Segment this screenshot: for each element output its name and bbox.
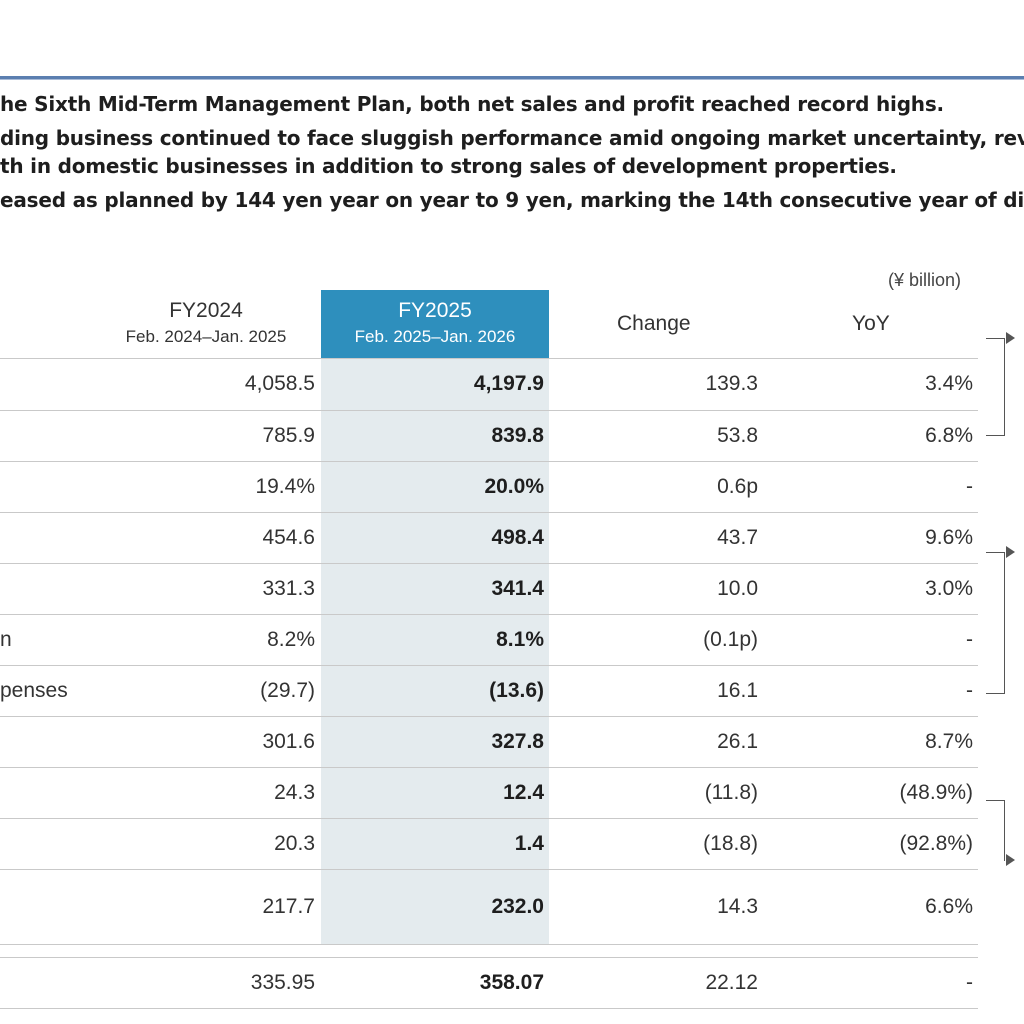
table-row: 217.7 232.0 14.3 6.6% — [0, 870, 978, 944]
fy2025-value: 4,197.9 — [473, 372, 544, 395]
table-header-divider — [0, 358, 978, 359]
table-row: 335.95 358.07 22.12 - — [0, 958, 978, 1008]
change-value: 43.7 — [717, 526, 758, 549]
change-value: (0.1p) — [703, 628, 758, 651]
row-divider — [0, 563, 978, 564]
table-row: n 8.2% 8.1% (0.1p) - — [0, 615, 978, 665]
summary-line-1: he Sixth Mid-Term Management Plan, both … — [0, 92, 944, 116]
yoy-value: 9.6% — [925, 526, 973, 549]
row-divider — [0, 512, 978, 513]
table-row: 4,058.5 4,197.9 139.3 3.4% — [0, 359, 978, 410]
row-divider — [0, 944, 978, 945]
header-divider — [0, 76, 1024, 80]
fy2025-year: FY2025 — [398, 299, 472, 322]
yoy-value: 3.0% — [925, 577, 973, 600]
fy2025-header-band — [321, 290, 549, 358]
arrow-right-icon — [1006, 854, 1015, 866]
fy2024-value: 454.6 — [262, 526, 315, 549]
yoy-value: 6.8% — [925, 424, 973, 447]
fy2024-value: 4,058.5 — [244, 372, 315, 395]
fy2025-value: 327.8 — [491, 730, 544, 753]
table-row: penses (29.7) (13.6) 16.1 - — [0, 666, 978, 716]
fy2024-value: 19.4% — [255, 475, 315, 498]
bracket-connector — [986, 800, 1005, 861]
change-value: 139.3 — [705, 372, 758, 395]
fy2024-period: Feb. 2024–Jan. 2025 — [125, 327, 287, 346]
row-divider — [0, 410, 978, 411]
row-divider — [0, 614, 978, 615]
summary-line-2: ding business continued to face sluggish… — [0, 126, 1024, 150]
fy2025-value: 839.8 — [491, 424, 544, 447]
fy2024-value: 301.6 — [262, 730, 315, 753]
change-header: Change — [617, 312, 691, 335]
change-value: 53.8 — [717, 424, 758, 447]
fy2025-header: FY2025 Feb. 2025–Jan. 2026 — [321, 299, 549, 347]
yoy-value: 8.7% — [925, 730, 973, 753]
summary-line-4: eased as planned by 144 yen year on year… — [0, 188, 1024, 212]
yoy-value: - — [966, 679, 973, 702]
fy2025-period: Feb. 2025–Jan. 2026 — [354, 327, 516, 346]
change-value: (18.8) — [703, 832, 758, 855]
table-row: 331.3 341.4 10.0 3.0% — [0, 564, 978, 614]
fy2025-value: 358.07 — [479, 971, 544, 994]
bracket-connector — [986, 552, 1005, 694]
change-value: 0.6p — [717, 475, 758, 498]
yoy-value: 6.6% — [925, 895, 973, 918]
arrow-right-icon — [1006, 332, 1015, 344]
change-value: 26.1 — [717, 730, 758, 753]
table-row: 19.4% 20.0% 0.6p - — [0, 462, 978, 512]
row-divider — [0, 461, 978, 462]
fy2024-value: 785.9 — [262, 424, 315, 447]
fy2024-value: 335.95 — [250, 971, 315, 994]
row-label: penses — [0, 679, 68, 702]
fy2025-value: 232.0 — [491, 895, 544, 918]
fy2024-value: 331.3 — [262, 577, 315, 600]
change-value: 14.3 — [717, 895, 758, 918]
row-divider — [0, 957, 978, 958]
fy2025-value: 20.0% — [484, 475, 544, 498]
yoy-value: - — [966, 971, 973, 994]
yoy-header: YoY — [852, 312, 890, 335]
row-divider — [0, 716, 978, 717]
table-row: 301.6 327.8 26.1 8.7% — [0, 717, 978, 767]
change-value: 16.1 — [717, 679, 758, 702]
change-value: (11.8) — [704, 781, 758, 804]
fy2024-value: (29.7) — [260, 679, 315, 702]
yoy-value: (92.8%) — [899, 832, 973, 855]
yoy-value: 3.4% — [925, 372, 973, 395]
table-row: 24.3 12.4 (11.8) (48.9%) — [0, 768, 978, 818]
row-divider — [0, 767, 978, 768]
bracket-connector — [986, 338, 1005, 436]
fy2025-column-highlight — [321, 290, 549, 944]
change-value: 22.12 — [705, 971, 758, 994]
row-label: n — [0, 628, 12, 651]
fy2025-value: 12.4 — [503, 781, 544, 804]
fy2025-value: 341.4 — [491, 577, 544, 600]
fy2024-value: 24.3 — [274, 781, 315, 804]
fy2024-value: 20.3 — [274, 832, 315, 855]
unit-label: (¥ billion) — [888, 270, 962, 290]
yoy-value: (48.9%) — [899, 781, 973, 804]
row-divider — [0, 665, 978, 666]
change-value: 10.0 — [717, 577, 758, 600]
yoy-value: - — [966, 475, 973, 498]
fy2024-value: 8.2% — [267, 628, 315, 651]
table-row: 20.3 1.4 (18.8) (92.8%) — [0, 819, 978, 869]
fy2025-value: (13.6) — [489, 679, 544, 702]
fy2024-header: FY2024 Feb. 2024–Jan. 2025 — [90, 299, 322, 347]
row-divider — [0, 818, 978, 819]
fy2024-year: FY2024 — [169, 299, 243, 322]
fy2025-value: 498.4 — [491, 526, 544, 549]
row-divider — [0, 869, 978, 870]
fy2025-value: 8.1% — [496, 628, 544, 651]
row-divider — [0, 1008, 978, 1009]
summary-line-3: th in domestic businesses in addition to… — [0, 154, 897, 178]
yoy-value: - — [966, 628, 973, 651]
fy2024-value: 217.7 — [262, 895, 315, 918]
fy2025-value: 1.4 — [514, 832, 544, 855]
table-row: 785.9 839.8 53.8 6.8% — [0, 411, 978, 461]
arrow-right-icon — [1006, 546, 1015, 558]
table-row: 454.6 498.4 43.7 9.6% — [0, 513, 978, 563]
